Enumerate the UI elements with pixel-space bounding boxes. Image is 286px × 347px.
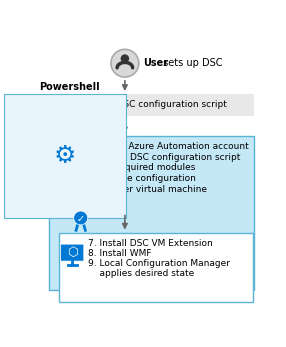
Text: 2. Create Azure Automation account: 2. Create Azure Automation account [84, 142, 249, 151]
Circle shape [111, 49, 139, 77]
Text: ⚙: ⚙ [54, 144, 76, 168]
FancyBboxPatch shape [50, 95, 67, 112]
Text: 5. Compile configuration: 5. Compile configuration [84, 174, 196, 183]
Text: Azure
Automation: Azure Automation [39, 119, 103, 140]
Circle shape [121, 54, 129, 63]
Text: ⬡: ⬡ [67, 246, 78, 259]
Text: 4. Add required modules: 4. Add required modules [84, 163, 195, 172]
FancyBboxPatch shape [49, 136, 254, 290]
Text: 7. Install DSC VM Extension: 7. Install DSC VM Extension [88, 239, 213, 248]
Text: ❯: ❯ [54, 97, 64, 110]
Text: User: User [143, 58, 168, 68]
Text: applies desired state: applies desired state [88, 269, 195, 278]
Text: ✓: ✓ [77, 214, 85, 224]
Text: 9. Local Configuration Manager: 9. Local Configuration Manager [88, 259, 231, 268]
Text: 1. Create DSC configuration script: 1. Create DSC configuration script [72, 100, 227, 109]
FancyBboxPatch shape [61, 244, 84, 261]
Text: 6. Register virtual machine: 6. Register virtual machine [84, 185, 207, 194]
FancyBboxPatch shape [49, 94, 254, 116]
Text: 3. Upload DSC configuration script: 3. Upload DSC configuration script [84, 153, 240, 161]
Text: 8. Install WMF: 8. Install WMF [88, 249, 152, 258]
Text: Powershell
script file: Powershell script file [39, 83, 100, 104]
FancyBboxPatch shape [59, 232, 253, 302]
Text: VM: VM [53, 211, 71, 221]
Text: sets up DSC: sets up DSC [160, 58, 222, 68]
Circle shape [74, 211, 88, 225]
